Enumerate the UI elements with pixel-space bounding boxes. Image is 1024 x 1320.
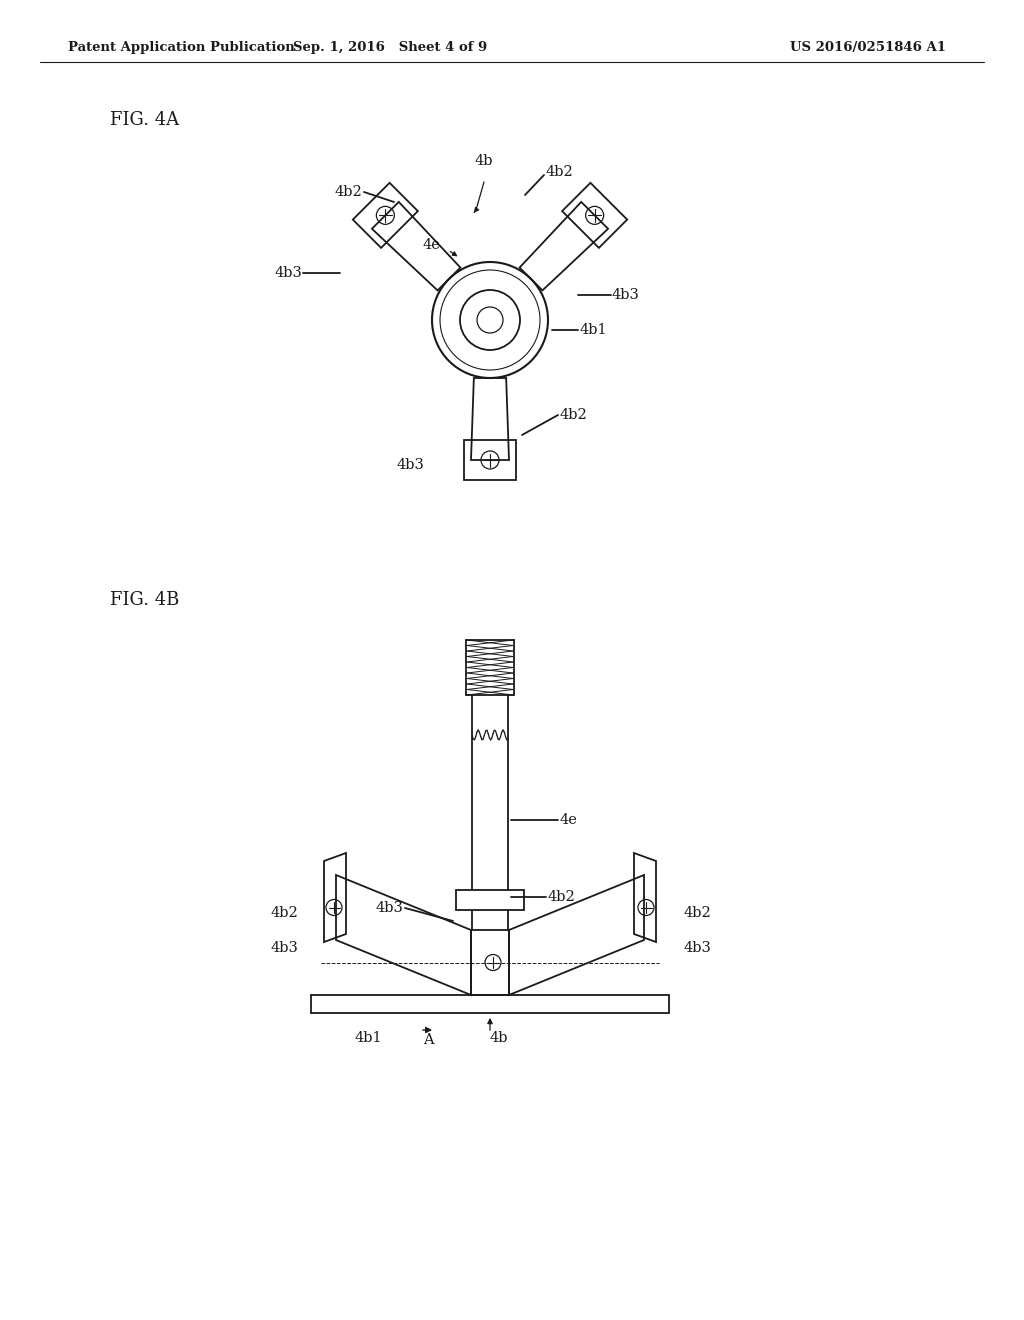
Text: Patent Application Publication: Patent Application Publication [68,41,295,54]
Text: 4b3: 4b3 [396,458,424,473]
Text: 4b1: 4b1 [580,323,607,337]
Text: 4b: 4b [490,1031,509,1045]
Text: A: A [423,1034,433,1047]
Text: 4b2: 4b2 [334,185,362,199]
Text: FIG. 4B: FIG. 4B [110,591,179,609]
Text: 4b2: 4b2 [548,890,575,904]
Text: 4e: 4e [560,813,578,828]
Text: 4b3: 4b3 [612,288,640,302]
Text: FIG. 4A: FIG. 4A [110,111,179,129]
Text: US 2016/0251846 A1: US 2016/0251846 A1 [790,41,946,54]
Text: 4b3: 4b3 [684,941,712,954]
Text: 4b2: 4b2 [545,165,572,180]
Text: Sep. 1, 2016   Sheet 4 of 9: Sep. 1, 2016 Sheet 4 of 9 [293,41,487,54]
Text: 4b: 4b [475,154,494,168]
Text: 4b3: 4b3 [375,902,403,915]
Text: 4b1: 4b1 [354,1031,382,1045]
Text: 4b2: 4b2 [684,906,712,920]
Text: 4b3: 4b3 [270,941,298,954]
Text: 4e: 4e [422,238,440,252]
Text: 4b2: 4b2 [560,408,588,422]
Text: 4b3: 4b3 [274,267,302,280]
Text: 4b2: 4b2 [270,906,298,920]
